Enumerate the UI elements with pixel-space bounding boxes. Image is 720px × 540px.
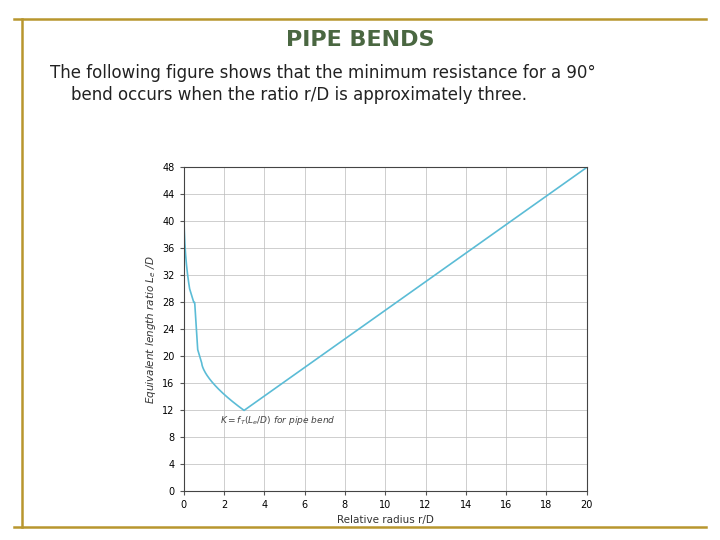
Text: $K = f_T(L_e/D)$ for pipe bend: $K = f_T(L_e/D)$ for pipe bend (220, 414, 336, 427)
Text: PIPE BENDS: PIPE BENDS (286, 30, 434, 51)
Y-axis label: Equivalent length ratio $L_e$ /D: Equivalent length ratio $L_e$ /D (144, 255, 158, 404)
Text: The following figure shows that the minimum resistance for a 90°: The following figure shows that the mini… (50, 64, 596, 82)
Text: bend occurs when the ratio r/D is approximately three.: bend occurs when the ratio r/D is approx… (50, 85, 527, 104)
X-axis label: Relative radius r/D: Relative radius r/D (337, 515, 433, 524)
